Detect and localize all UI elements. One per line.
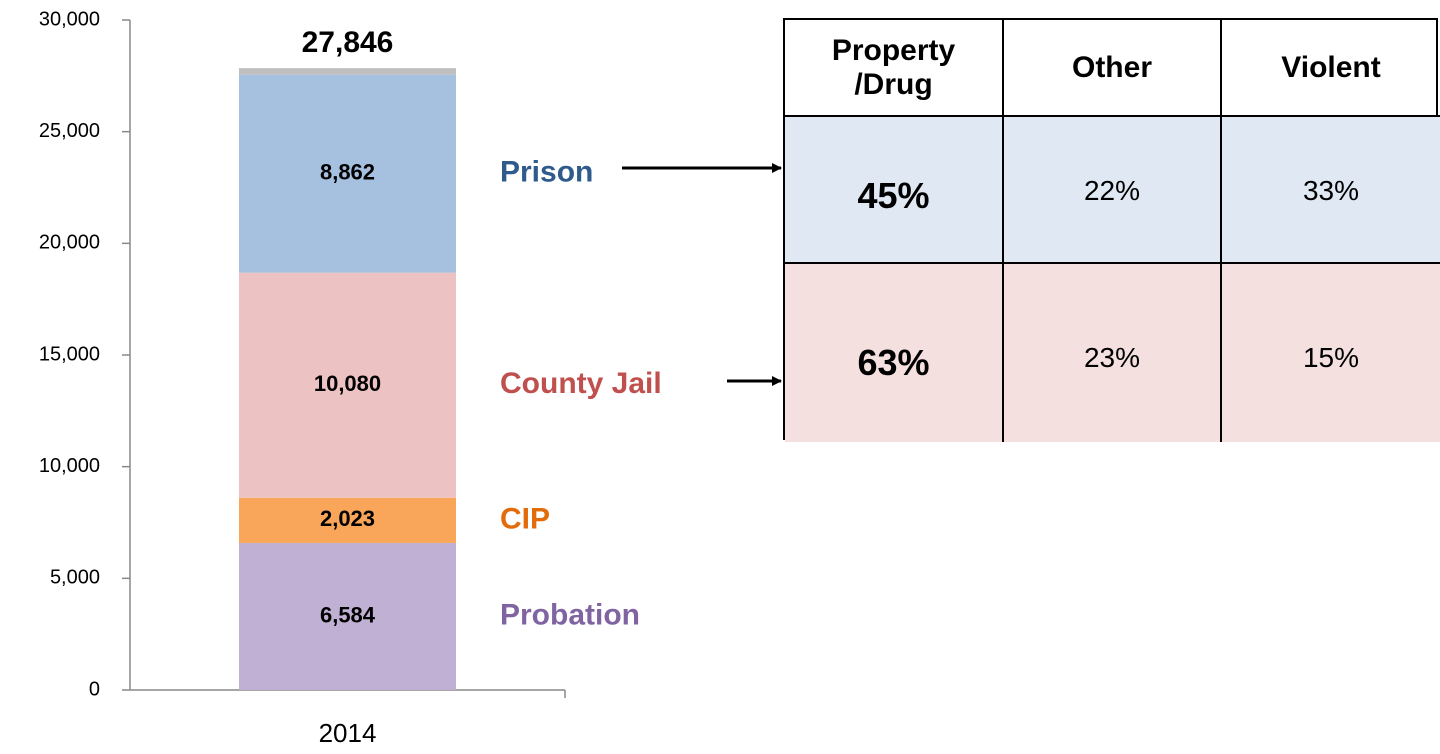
y-tick-label: 10,000 [39, 455, 100, 477]
value-label: 6,584 [320, 602, 376, 627]
table-cell: 23% [1004, 264, 1222, 442]
y-tick-label: 30,000 [39, 8, 100, 30]
cell-text: Other [1071, 50, 1152, 84]
value-label: 2,023 [320, 506, 375, 531]
bar-segment [239, 272, 456, 498]
value-label: 8,862 [320, 160, 375, 185]
total-label: 27,846 [302, 26, 394, 59]
cell-text: 33% [1302, 175, 1360, 206]
table-cell: 63% [785, 264, 1004, 442]
value-label: 10,080 [314, 371, 381, 396]
y-tick-label: 5,000 [50, 567, 100, 589]
table: Property /Drug Other Violent 45% 22% 33% 63% 23… [783, 18, 1440, 442]
bar-segment [239, 542, 456, 690]
table-cell: 15% [1222, 264, 1440, 442]
table-cell: 22% [1004, 117, 1222, 264]
series-label: CIP [500, 502, 550, 535]
bar-segment [239, 74, 456, 273]
series-label: Prison [500, 156, 593, 189]
y-tick-label: 20,000 [39, 232, 100, 254]
table-cell: Other [1004, 20, 1222, 117]
cell-text: 63% [857, 342, 930, 383]
cell-text: 23% [1083, 342, 1141, 373]
table-cell: Property /Drug [785, 20, 1004, 117]
table-cell: 45% [785, 117, 1004, 264]
cell-text: Violent [1281, 50, 1381, 84]
series-label: County Jail [500, 367, 662, 400]
table-cell: Violent [1222, 20, 1440, 117]
table-cell: 33% [1222, 117, 1440, 264]
y-tick-label: 25,000 [39, 120, 100, 142]
cell-text: 22% [1083, 175, 1141, 206]
cell-text: 45% [857, 175, 930, 216]
y-tick-label: 15,000 [39, 343, 100, 365]
cell-text: 15% [1302, 342, 1360, 373]
x-tick-label: 2014 [319, 718, 377, 748]
y-tick-label: 0 [89, 678, 100, 700]
series-label: Probation [500, 598, 640, 631]
bar-segment [239, 497, 456, 543]
bar-segment [239, 68, 456, 75]
cell-text: Property /Drug [831, 33, 956, 101]
